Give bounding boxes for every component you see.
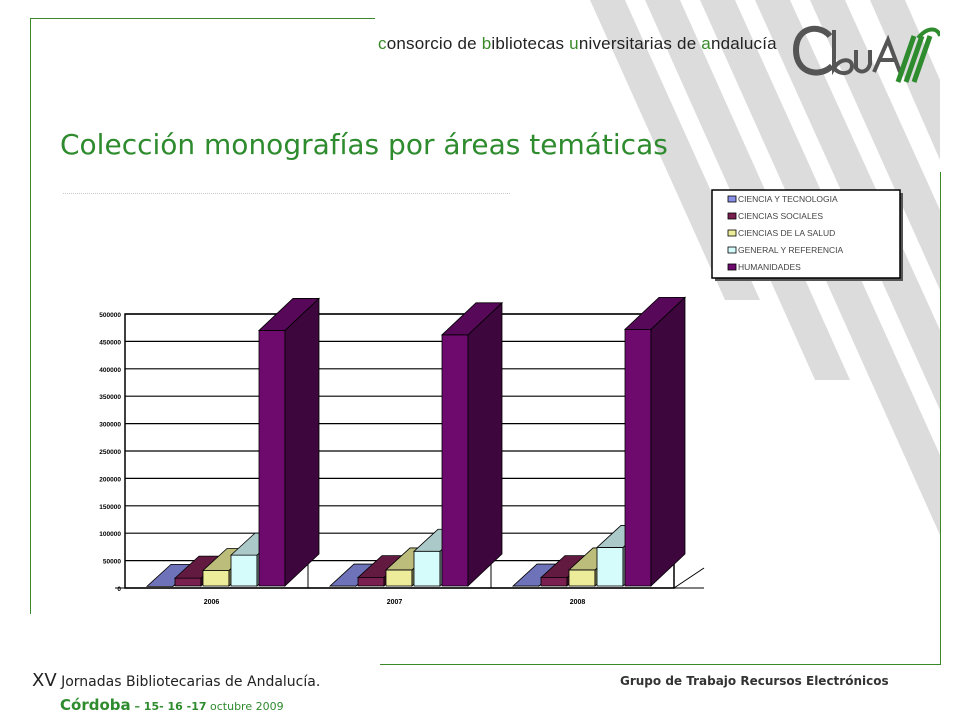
- legend-swatch: [727, 212, 737, 220]
- bar-front: [174, 577, 202, 587]
- legend-swatch: [727, 195, 737, 203]
- legend-label: CIENCIAS DE LA SALUD: [738, 228, 835, 238]
- bar-side: [284, 297, 320, 587]
- footer-city-dates: Córdoba – 15- 16 -17 octubre 2009: [60, 696, 284, 714]
- frame-right-line: [940, 172, 941, 664]
- legend-label: CIENCIA Y TECNOLOGIA: [738, 194, 838, 204]
- legend-swatch: [727, 246, 737, 254]
- footer-dates: 15- 16 -17: [143, 700, 207, 713]
- bar-front: [202, 570, 230, 587]
- footer-xv: XV: [32, 670, 57, 691]
- x-tick-label: 2006: [204, 599, 220, 606]
- legend-box: [711, 189, 901, 279]
- header-text-part: ibliotecas: [491, 34, 570, 53]
- header-text-part: onsorcio de: [386, 34, 482, 53]
- header-text-part: ndalucía: [710, 34, 777, 53]
- header-initial: c: [378, 34, 387, 53]
- bar-front: [230, 554, 258, 587]
- header-initial: u: [569, 34, 579, 53]
- y-tick-label: 250000: [99, 449, 121, 456]
- legend-label: CIENCIAS SOCIALES: [738, 211, 823, 221]
- y-tick-label: 350000: [99, 394, 121, 401]
- footer-dates-sep: –: [130, 700, 144, 713]
- y-tick-label: 200000: [99, 476, 121, 483]
- header-initial: b: [481, 34, 492, 53]
- bar-front: [540, 577, 568, 587]
- legend-swatch: [727, 263, 737, 271]
- bar-side: [467, 301, 503, 587]
- bar-front: [441, 334, 469, 587]
- bar-front: [357, 577, 385, 587]
- footer-city: Córdoba: [60, 696, 131, 714]
- bar-front: [624, 328, 652, 587]
- x-tick-label: 2007: [387, 599, 403, 606]
- footer-jornadas: Jornadas Bibliotecarias de Andalucía.: [56, 674, 321, 690]
- consortium-name: consorcio de bibliotecas universitarias …: [378, 34, 777, 54]
- frame-top-line: [30, 18, 375, 19]
- legend-label: GENERAL Y REFERENCIA: [738, 245, 844, 255]
- x-tick-label: 2008: [570, 599, 586, 606]
- bar-front: [258, 330, 286, 587]
- y-tick-label: 0: [117, 586, 121, 593]
- bar-front: [596, 547, 624, 587]
- legend-swatch: [727, 229, 737, 237]
- bar-front: [385, 569, 413, 587]
- y-tick-label: 400000: [99, 367, 121, 374]
- frame-bottom-line: [380, 664, 941, 665]
- footer-group: Grupo de Trabajo Recursos Electrónicos: [620, 674, 889, 688]
- y-tick-label: 300000: [99, 422, 121, 429]
- y-tick-label: 450000: [99, 339, 121, 346]
- bar-side: [650, 296, 686, 587]
- page-title: Colección monografías por áreas temática…: [60, 128, 668, 161]
- legend-label: HUMANIDADES: [738, 262, 801, 272]
- header-initial: a: [701, 34, 711, 53]
- bar-front: [413, 550, 441, 587]
- y-tick-label: 100000: [99, 531, 121, 538]
- y-tick-label: 150000: [99, 504, 121, 511]
- footer-event: XV Jornadas Bibliotecarias de Andalucía.: [32, 670, 320, 691]
- floor-right-edge: [673, 567, 705, 589]
- bar-top: [623, 296, 687, 330]
- y-tick-label: 500000: [99, 312, 121, 319]
- footer-month: octubre 2009: [206, 700, 284, 713]
- y-tick-label: 50000: [103, 559, 121, 566]
- bar-top: [257, 298, 321, 331]
- title-divider: [63, 193, 510, 194]
- bar-top: [440, 302, 504, 336]
- header-text-part: niversitarias de: [578, 34, 702, 53]
- cbua-logo: [792, 25, 940, 83]
- frame-left-line: [30, 18, 31, 614]
- bar-front: [568, 569, 596, 587]
